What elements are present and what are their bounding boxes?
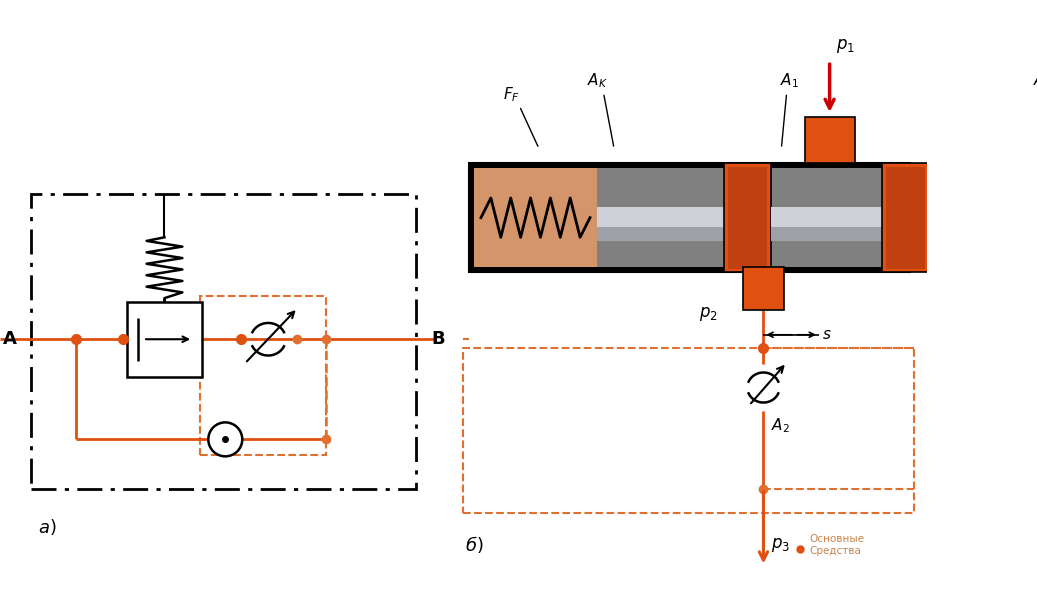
- Text: $б)$: $б)$: [465, 534, 483, 555]
- Bar: [742, 267, 784, 310]
- Text: $p_3$: $p_3$: [770, 536, 790, 554]
- Text: B: B: [431, 330, 446, 348]
- Bar: [470, 163, 910, 272]
- Bar: [929, 226, 1029, 241]
- Bar: [929, 169, 1029, 267]
- Text: $A_1$: $A_1$: [780, 71, 798, 90]
- Text: $p_1$: $p_1$: [836, 37, 854, 55]
- Bar: [724, 163, 770, 272]
- Bar: [597, 226, 724, 241]
- Text: Основные
Средства: Основные Средства: [809, 534, 864, 555]
- Text: $A_2$: $A_2$: [770, 416, 789, 435]
- Bar: [882, 163, 929, 272]
- Text: $а)$: $а)$: [37, 517, 56, 537]
- Bar: [597, 207, 724, 226]
- Bar: [770, 226, 882, 241]
- Text: A: A: [3, 330, 17, 348]
- Bar: [474, 169, 597, 267]
- Bar: [597, 169, 724, 267]
- Text: $A_K$: $A_K$: [1034, 71, 1037, 90]
- Text: $p_2$: $p_2$: [699, 305, 718, 323]
- Text: $F_F$: $F_F$: [503, 85, 521, 104]
- Bar: [31, 194, 416, 488]
- Circle shape: [208, 423, 243, 456]
- Bar: [127, 302, 202, 377]
- Bar: [200, 296, 327, 456]
- Bar: [770, 207, 882, 226]
- Text: $A_K$: $A_K$: [587, 71, 609, 90]
- Bar: [464, 348, 914, 513]
- Bar: [728, 167, 767, 269]
- Text: $s$: $s$: [822, 327, 832, 343]
- Bar: [929, 207, 1029, 226]
- Bar: [805, 117, 854, 163]
- Bar: [905, 169, 1029, 267]
- Bar: [770, 169, 882, 267]
- Bar: [886, 167, 925, 269]
